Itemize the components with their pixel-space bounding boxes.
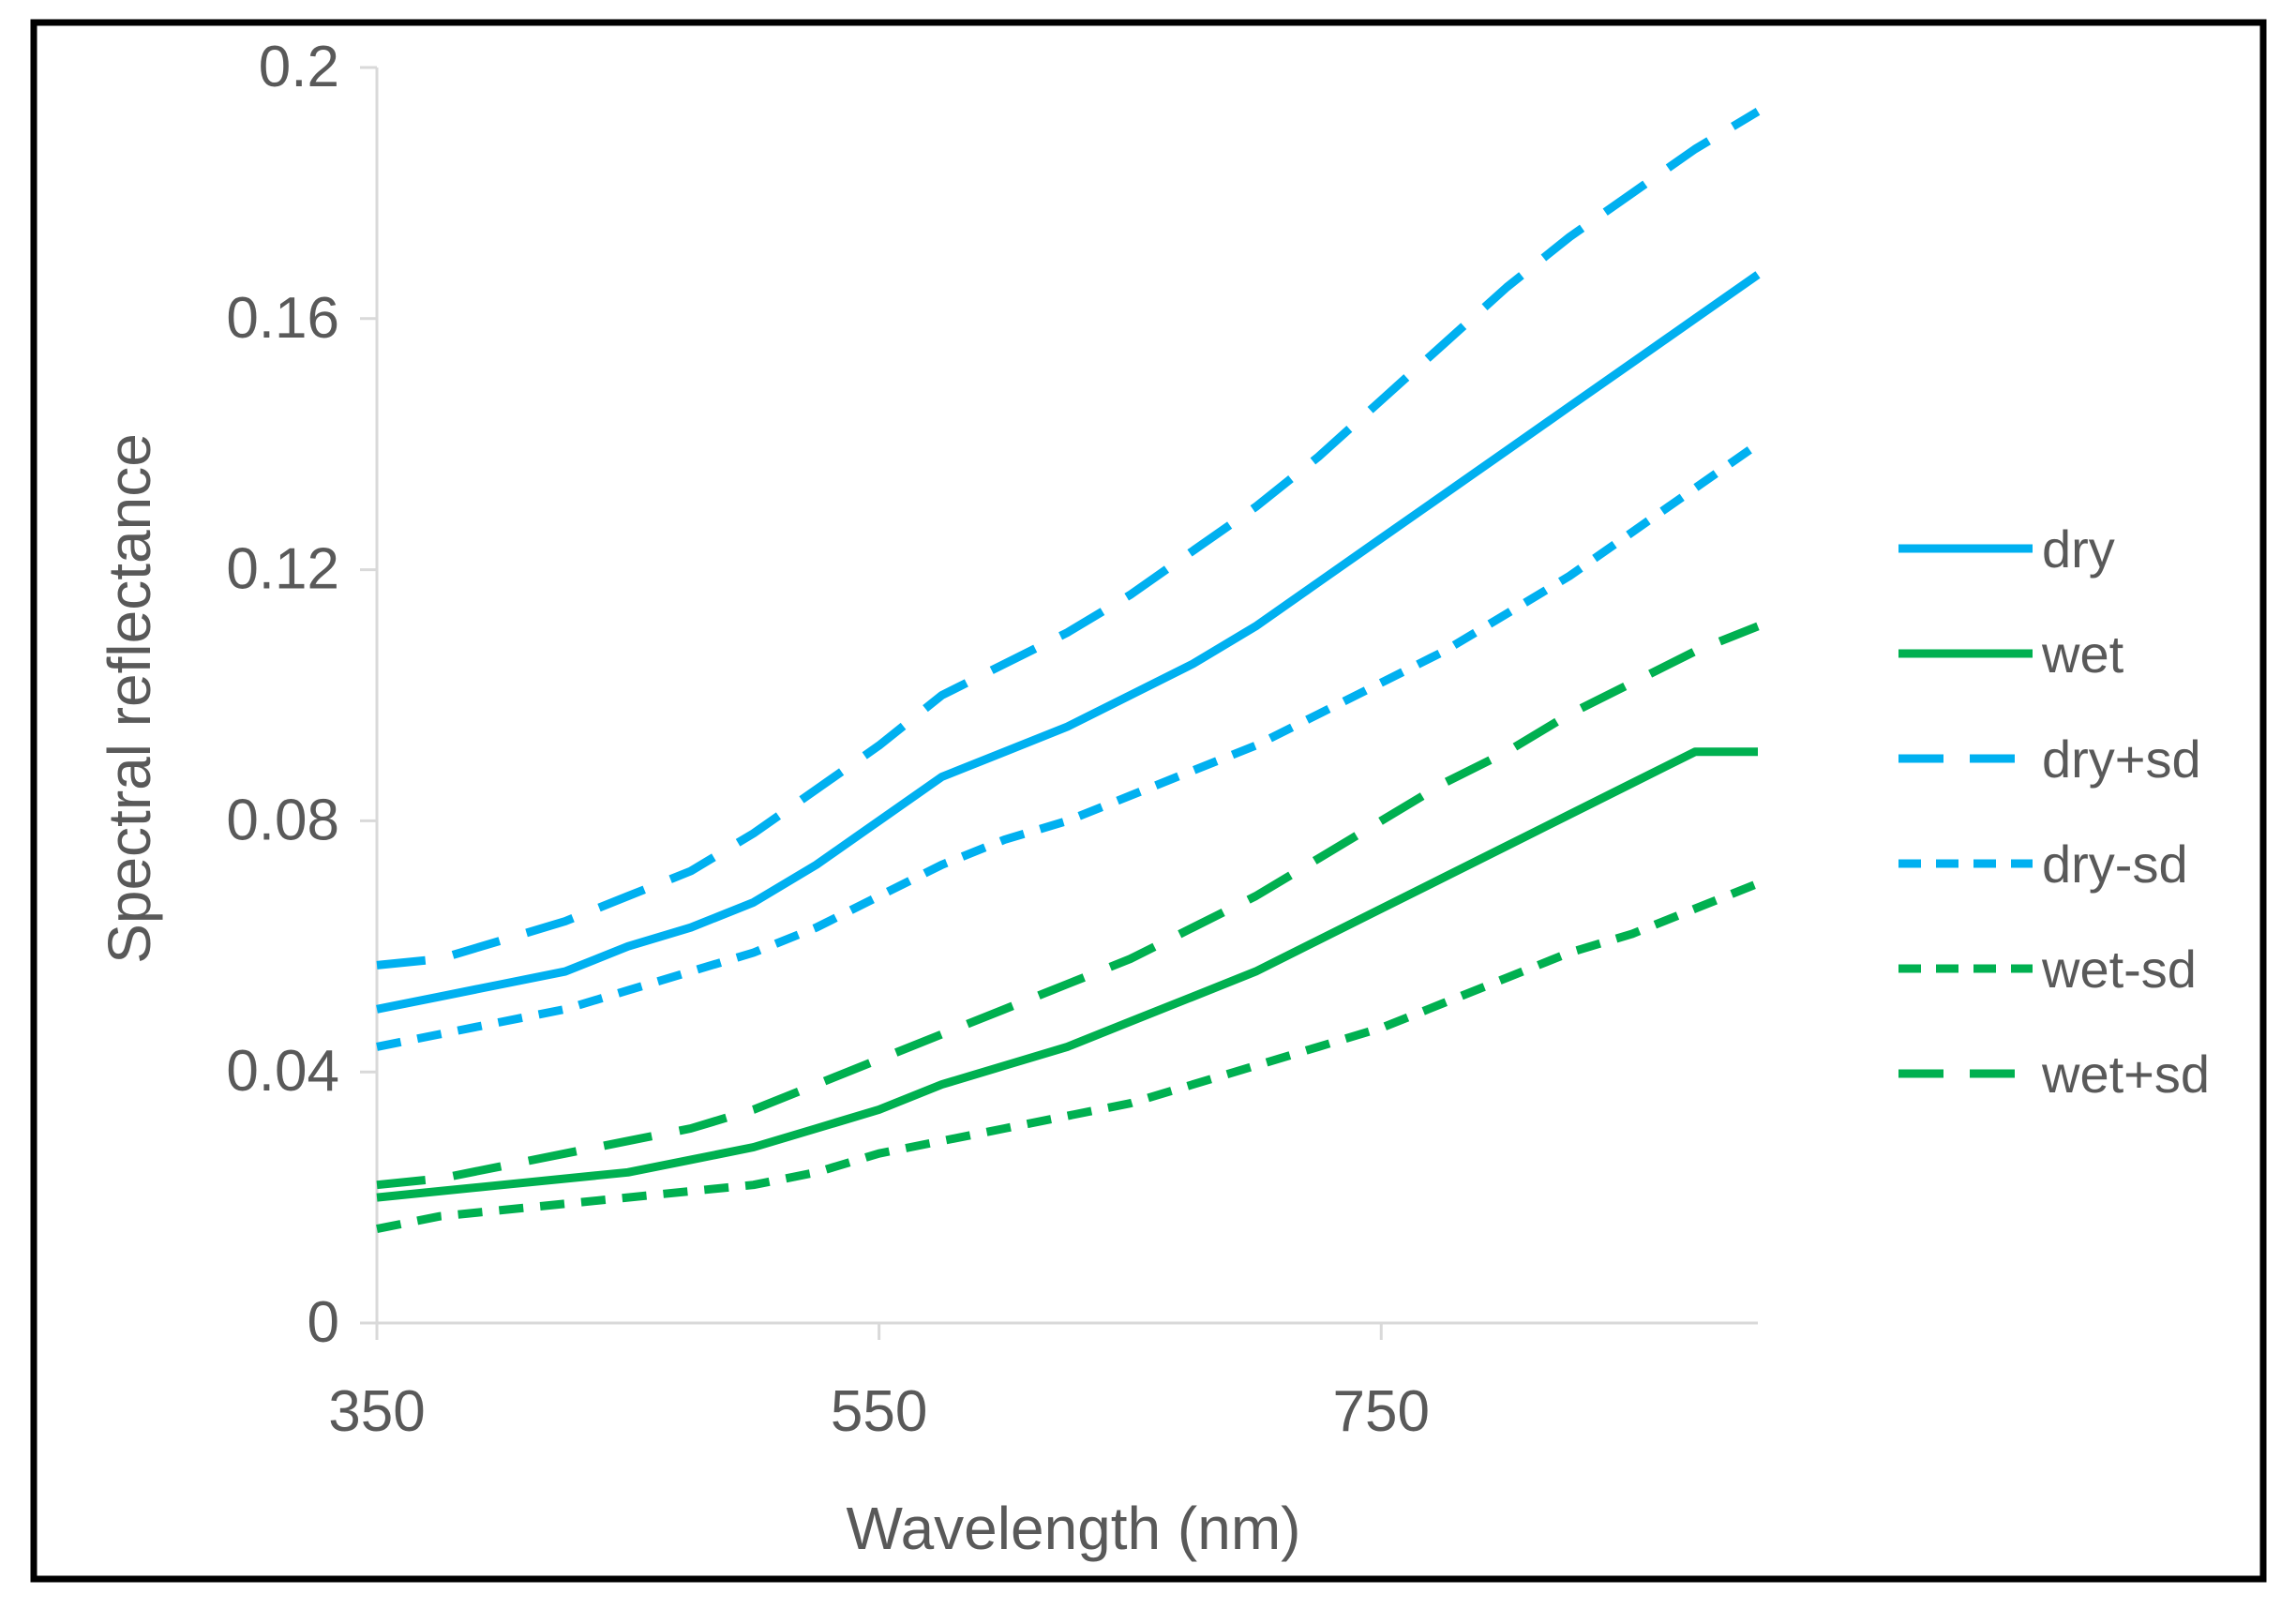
series-line-dry-sd xyxy=(376,108,1761,970)
chart-border xyxy=(30,19,2267,1583)
axes xyxy=(375,68,1758,1325)
x-axis-title: Wavelength (nm) xyxy=(847,1495,1301,1562)
x-tick-label: 350 xyxy=(328,1379,425,1444)
y-tick-label: 0.2 xyxy=(259,35,339,99)
y-tick-label: 0.04 xyxy=(226,1039,339,1104)
legend-label: wet xyxy=(2041,624,2124,684)
x-ticks: 350 550 750 xyxy=(328,1323,1430,1444)
legend: dry wet dry+sd dry-sd wet-sd wet+sd xyxy=(1898,519,2210,1104)
legend-label: dry-sd xyxy=(2042,835,2188,894)
y-tick-label: 0.16 xyxy=(226,286,339,351)
x-tick-label: 750 xyxy=(1333,1379,1430,1444)
legend-label: wet-sd xyxy=(2041,940,2197,999)
y-ticks: 0 0.04 0.08 0.12 0.16 0.2 xyxy=(226,35,377,1355)
legend-label: dry+sd xyxy=(2042,729,2201,789)
x-tick-label: 550 xyxy=(831,1379,927,1444)
series-lines xyxy=(376,108,1761,1234)
y-axis-title: Spectral reflectance xyxy=(96,433,163,964)
series-line-wet xyxy=(376,747,1758,1202)
y-tick-label: 0.12 xyxy=(226,537,339,602)
series-line-wet-sd xyxy=(376,622,1760,1190)
y-tick-label: 0.08 xyxy=(226,788,339,852)
y-tick-label: 0 xyxy=(308,1290,339,1355)
series-line-dry-sd xyxy=(376,441,1761,1051)
series-line-dry xyxy=(376,271,1761,1014)
legend-label: dry xyxy=(2042,519,2115,579)
legend-label: wet+sd xyxy=(2041,1045,2210,1104)
